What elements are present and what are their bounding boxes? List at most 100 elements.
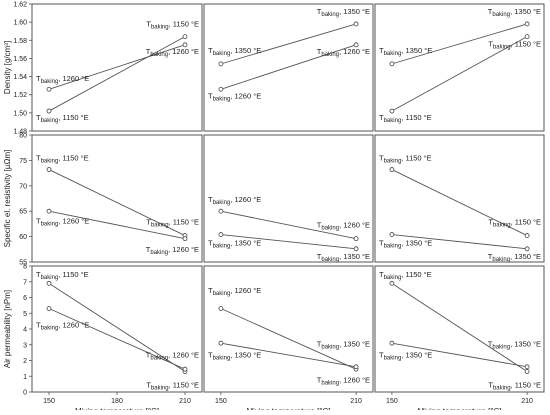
series-line: [48, 308, 186, 370]
panel-r0-c1: Tbaking, 1350 °E Tbaking, 1260 °E Tbaking,…: [203, 3, 374, 132]
series-annotation: Tbaking, 1350 °E: [208, 350, 261, 361]
y-tick-label: 55: [19, 260, 27, 267]
y-tick-label: 3: [23, 342, 27, 349]
x-tick-label: 210: [350, 398, 362, 405]
panel-r1-c0: 55 60 65 70 75 80 Specific el. resistivity [µΩ…: [3, 133, 203, 267]
y-tick-label: 0: [23, 390, 27, 397]
series-annotation: Tbaking, 1260 °E: [36, 74, 89, 85]
y-tick-label: 6: [23, 295, 27, 302]
panel-r2-c0: 0 1 2 3 4 5 6 7 8 Air permeability [nPm] 150 180 210…: [3, 264, 203, 415]
series-line: [220, 234, 357, 250]
data-point: [218, 340, 224, 346]
y-tick-label: 80: [19, 133, 27, 140]
y-axis-label: Density [g/cm³]: [3, 41, 12, 94]
series-line: [220, 44, 357, 90]
x-tick-label: 150: [386, 398, 398, 405]
data-point: [389, 232, 395, 237]
data-point: [389, 167, 395, 172]
y-axis-label: Specific el. resistivity [µΩm]: [3, 150, 12, 248]
y-tick-label: 70: [19, 183, 27, 190]
data-point: [218, 208, 224, 214]
panel-frame: [374, 134, 545, 263]
series-annotation: Tbaking, 1150 °E: [379, 153, 432, 164]
data-point: [182, 236, 188, 242]
x-tick-label: 210: [521, 398, 533, 405]
x-tick-label: 180: [111, 398, 123, 405]
series-annotation: Tbaking, 1150 °E: [379, 113, 432, 124]
y-tick-label: 8: [23, 264, 27, 271]
series-annotation: Tbaking, 1260 °E: [36, 320, 89, 331]
data-point: [389, 340, 395, 346]
series-annotation: Tbaking, 1260 °E: [208, 286, 261, 297]
series-annotation: Tbaking, 1350 °E: [379, 46, 432, 57]
series-annotation: Tbaking, 1260 °E: [317, 220, 370, 231]
series-line: [220, 23, 357, 65]
series-annotation: Tbaking, 1260 °E: [208, 91, 261, 102]
series-annotation: Tbaking, 1260 °E: [208, 195, 261, 206]
y-tick-label: 75: [19, 158, 27, 165]
data-point: [218, 232, 224, 237]
series-line: [391, 169, 528, 236]
series-annotation: Tbaking, 1260 °E: [36, 216, 89, 227]
panel-r0-c2: Tbaking, 1350 °E Tbaking, 1150 °E Tbaking,…: [374, 3, 545, 132]
series-annotation: Tbaking, 1350 °E: [488, 339, 541, 350]
series-annotation: Tbaking, 1350 °E: [208, 239, 261, 250]
series-annotation: Tbaking, 1350 °E: [317, 7, 370, 18]
y-tick-label: 65: [19, 209, 27, 216]
y-tick-label: 1: [23, 374, 27, 381]
y-tick-label: 4: [23, 327, 27, 334]
x-tick-label: 210: [179, 398, 191, 405]
series-annotation: Tbaking, 1350 °E: [488, 252, 541, 263]
panel-frame: [31, 134, 203, 263]
series-annotation: Tbaking, 1350 °E: [379, 239, 432, 250]
panel-r2-c1: 150210Mixing temperature [°C]Tbaking, 12…: [203, 265, 374, 415]
panel-frame: [374, 265, 545, 393]
panel-r0-c0: 1.48 1.50 1.52 1.54 1.56 1.58 1.60 1.62 Density …: [3, 2, 203, 136]
data-point: [46, 208, 52, 214]
series-annotation: Tbaking, 1260 °E: [146, 350, 199, 361]
series-annotation: Tbaking, 1150 °E: [488, 380, 541, 391]
data-point: [524, 233, 530, 238]
series-line: [48, 36, 186, 112]
series-annotation: Tbaking, 1150 °E: [36, 153, 89, 164]
data-point: [389, 61, 395, 67]
series-annotation: Tbaking, 1150 °E: [36, 113, 89, 124]
data-point: [524, 364, 530, 370]
panel-frame: [203, 265, 374, 393]
series-annotation: Tbaking, 1350 °E: [379, 350, 432, 361]
series-line: [391, 234, 528, 250]
series-annotation: Tbaking, 1150 °E: [488, 40, 541, 51]
y-tick-label: 2: [23, 358, 27, 365]
y-tick-label: 1.58: [13, 38, 27, 45]
series-annotation: Tbaking, 1260 °E: [146, 47, 199, 58]
series-annotation: Tbaking, 1150 °E: [146, 217, 199, 228]
series-annotation: Tbaking, 1350 °E: [317, 252, 370, 263]
y-tick-label: 60: [19, 234, 27, 241]
y-tick-label: 7: [23, 279, 27, 286]
series-annotation: Tbaking, 1150 °E: [146, 380, 199, 391]
series-line: [391, 282, 528, 372]
x-tick-label: 150: [215, 398, 227, 405]
panel-frame: [203, 3, 374, 132]
data-point: [46, 167, 52, 172]
x-tick-label: 150: [43, 398, 55, 405]
series-line: [391, 342, 528, 368]
data-point: [353, 21, 359, 27]
series-line: [48, 169, 186, 236]
data-point: [389, 108, 395, 114]
panel-frame: [374, 3, 545, 132]
data-point: [353, 42, 359, 48]
data-point: [524, 21, 530, 27]
data-point: [353, 236, 359, 242]
series-line: [220, 342, 357, 368]
series-annotation: Tbaking, 1260 °E: [317, 47, 370, 58]
y-tick-label: 1.60: [13, 20, 27, 27]
data-point: [524, 246, 530, 252]
series-line: [48, 210, 186, 240]
series-line: [391, 36, 528, 112]
panel-frame: [31, 3, 203, 132]
panel-r1-c1: Tbaking, 1260 °E Tbaking, 1350 °E Tbaking,…: [203, 134, 374, 263]
data-point: [46, 306, 52, 311]
